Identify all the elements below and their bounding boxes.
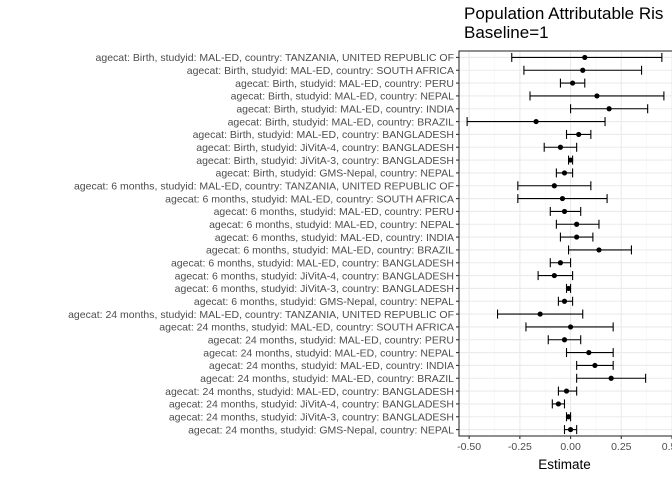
y-tick-label: agecat: 24 months, studyid: MAL-ED, coun… xyxy=(159,322,454,334)
point-estimate xyxy=(564,388,569,393)
point-estimate xyxy=(576,132,581,137)
x-tick-label: 0.25 xyxy=(611,441,632,453)
point-estimate xyxy=(558,260,563,265)
y-tick-label: agecat: 6 months, studyid: JiVitA-4, cou… xyxy=(175,270,454,282)
y-tick-label: agecat: 6 months, studyid: MAL-ED, count… xyxy=(74,180,454,192)
x-axis-title: Estimate xyxy=(538,457,591,472)
y-tick-label: agecat: Birth, studyid: JiVitA-4, countr… xyxy=(196,142,454,154)
point-estimate xyxy=(562,209,567,214)
y-tick-label: agecat: Birth, studyid: MAL-ED, country:… xyxy=(228,116,455,128)
point-layer xyxy=(533,55,613,432)
y-tick-label: agecat: Birth, studyid: MAL-ED, country:… xyxy=(96,52,454,64)
point-estimate xyxy=(538,311,543,316)
y-tick-label: agecat: 24 months, studyid: MAL-ED, coun… xyxy=(165,386,454,398)
y-tick-label: agecat: 24 months, studyid: MAL-ED, coun… xyxy=(209,360,454,372)
point-estimate xyxy=(574,234,579,239)
x-tick-label: -0.50 xyxy=(457,441,481,453)
point-estimate xyxy=(552,273,557,278)
point-estimate xyxy=(574,222,579,227)
y-tick-label: agecat: Birth, studyid: MAL-ED, country:… xyxy=(236,103,454,115)
point-estimate xyxy=(607,106,612,111)
point-estimate xyxy=(580,68,585,73)
point-estimate xyxy=(552,183,557,188)
point-estimate xyxy=(568,324,573,329)
x-tick-label: -0.25 xyxy=(508,441,532,453)
point-estimate xyxy=(533,119,538,124)
y-tick-label: agecat: Birth, studyid: MAL-ED, country:… xyxy=(187,65,454,77)
x-axis: -0.50 -0.25 0.00 0.25 0.50 xyxy=(457,436,672,453)
point-estimate xyxy=(562,337,567,342)
point-estimate xyxy=(609,376,614,381)
y-tick-label: agecat: 24 months, studyid: MAL-ED, coun… xyxy=(203,347,454,359)
y-tick-label: agecat: 24 months, studyid: JiVitA-3, co… xyxy=(169,411,454,423)
point-estimate xyxy=(558,145,563,150)
y-tick-label: agecat: 6 months, studyid: MAL-ED, count… xyxy=(171,257,454,269)
point-estimate xyxy=(568,427,573,432)
point-estimate xyxy=(566,286,571,291)
y-tick-label: agecat: Birth, studyid: MAL-ED, country:… xyxy=(193,129,454,141)
y-tick-label: agecat: 6 months, studyid: MAL-ED, count… xyxy=(214,206,454,218)
y-tick-label: agecat: Birth, studyid: MAL-ED, country:… xyxy=(231,91,454,103)
point-estimate xyxy=(556,401,561,406)
y-tick-label: agecat: 6 months, studyid: MAL-ED, count… xyxy=(206,245,454,257)
y-tick-label: agecat: 24 months, studyid: MAL-ED, coun… xyxy=(200,373,454,385)
y-tick-label: agecat: 24 months, studyid: GMS-Nepal, c… xyxy=(188,424,454,436)
y-tick-label: agecat: 6 months, studyid: MAL-ED, count… xyxy=(209,219,454,231)
y-tick-label: agecat: 6 months, studyid: MAL-ED, count… xyxy=(215,232,454,244)
y-tick-label: agecat: 24 months, studyid: JiVitA-4, co… xyxy=(169,399,454,411)
errorbar-layer xyxy=(467,53,664,434)
y-tick-label: agecat: 24 months, studyid: MAL-ED, coun… xyxy=(208,334,454,346)
y-tick-label: agecat: 6 months, studyid: GMS-Nepal, co… xyxy=(194,296,454,308)
point-estimate xyxy=(566,414,571,419)
point-estimate xyxy=(594,93,599,98)
y-tick-label: agecat: 6 months, studyid: MAL-ED, count… xyxy=(165,193,454,205)
point-estimate xyxy=(582,55,587,60)
y-tick-label: agecat: Birth, studyid: GMS-Nepal, count… xyxy=(216,168,455,180)
y-tick-label: agecat: Birth, studyid: MAL-ED, country:… xyxy=(235,78,454,90)
x-tick-label: 0.00 xyxy=(560,441,581,453)
point-estimate xyxy=(568,157,573,162)
y-tick-labels: agecat: Birth, studyid: MAL-ED, country:… xyxy=(68,52,459,436)
x-tick-label: 0.50 xyxy=(662,441,672,453)
y-tick-label: agecat: 24 months, studyid: MAL-ED, coun… xyxy=(68,309,454,321)
y-tick-label: agecat: Birth, studyid: JiVitA-3, countr… xyxy=(196,155,454,167)
point-estimate xyxy=(562,170,567,175)
point-estimate xyxy=(560,196,565,201)
point-estimate xyxy=(586,350,591,355)
point-estimate xyxy=(570,80,575,85)
point-estimate xyxy=(596,247,601,252)
point-estimate xyxy=(592,363,597,368)
y-tick-label: agecat: 6 months, studyid: JiVitA-3, cou… xyxy=(175,283,454,295)
point-estimate xyxy=(562,299,567,304)
